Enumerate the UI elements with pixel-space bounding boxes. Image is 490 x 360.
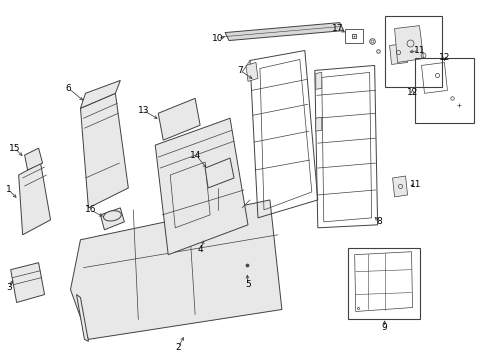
Text: 14: 14	[191, 150, 202, 159]
Polygon shape	[71, 200, 282, 339]
Text: 9: 9	[382, 323, 388, 332]
Text: 7: 7	[237, 66, 243, 75]
Text: 1: 1	[6, 185, 12, 194]
Polygon shape	[246, 62, 258, 81]
Text: 13: 13	[138, 106, 149, 115]
Polygon shape	[76, 294, 89, 341]
Polygon shape	[80, 80, 121, 108]
Polygon shape	[19, 163, 50, 235]
Text: 6: 6	[66, 84, 72, 93]
Text: 3: 3	[6, 283, 12, 292]
Polygon shape	[100, 208, 124, 230]
Text: 16: 16	[85, 206, 96, 215]
Polygon shape	[316, 117, 322, 131]
Text: 10: 10	[212, 34, 224, 43]
Polygon shape	[316, 72, 322, 89]
Polygon shape	[205, 158, 234, 188]
Text: 12: 12	[439, 53, 450, 62]
Bar	[415, 58, 474, 123]
Polygon shape	[155, 118, 248, 255]
Polygon shape	[390, 44, 408, 64]
Text: 11: 11	[410, 180, 421, 189]
Polygon shape	[394, 26, 423, 62]
Polygon shape	[11, 263, 45, 302]
Ellipse shape	[103, 211, 121, 221]
Text: 12: 12	[407, 88, 418, 97]
Text: 5: 5	[245, 280, 251, 289]
Polygon shape	[225, 23, 343, 41]
Text: 4: 4	[197, 245, 203, 254]
Bar	[348, 248, 419, 319]
Polygon shape	[158, 98, 200, 140]
Text: 8: 8	[377, 217, 383, 226]
Text: 2: 2	[175, 343, 181, 352]
Text: 15: 15	[9, 144, 21, 153]
Bar	[385, 15, 442, 87]
Polygon shape	[392, 176, 408, 197]
Bar	[345, 28, 363, 42]
Text: 17: 17	[332, 24, 343, 33]
Polygon shape	[24, 148, 43, 170]
Text: 11: 11	[414, 46, 425, 55]
Polygon shape	[80, 93, 128, 208]
